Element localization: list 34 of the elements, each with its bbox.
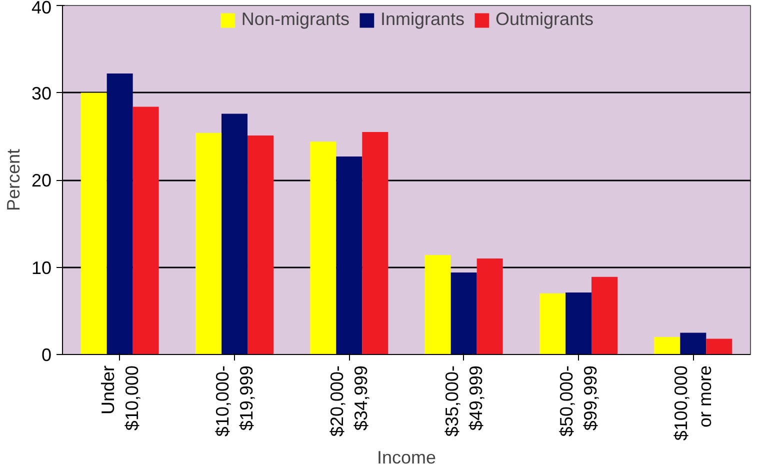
bar: [106, 74, 133, 354]
y-tick-label: 0: [41, 345, 52, 365]
y-tick-label: 30: [31, 83, 52, 104]
bar: [132, 106, 159, 354]
x-tick-label: $35,000- $49,999: [442, 365, 486, 437]
bar: [591, 276, 618, 354]
bar: [450, 272, 477, 354]
bar: [222, 114, 248, 354]
x-tick-label: $20,000- $34,999: [327, 365, 372, 437]
y-axis-title: Percent: [3, 148, 24, 212]
bar: [247, 136, 274, 354]
bar: [566, 292, 592, 354]
bar: [680, 332, 706, 354]
x-tick-label: $100,000 or more: [671, 366, 716, 441]
bar: [424, 255, 451, 354]
y-tick-label: 20: [31, 170, 52, 190]
x-tick-label: Under $10,000: [98, 365, 142, 431]
x-tick-label: $50,000- $99,999: [556, 365, 600, 437]
bar: [80, 92, 107, 354]
y-tick-label: 10: [31, 258, 52, 278]
y-tick-label: 40: [31, 0, 52, 18]
legend-label: Outmigrants: [496, 9, 594, 30]
bar: [336, 156, 362, 354]
bar: [540, 293, 566, 354]
bar: [654, 337, 680, 354]
legend-label: Non-migrants: [241, 9, 350, 30]
bar: [476, 258, 503, 354]
legend-label: Inmigrants: [380, 9, 465, 30]
bar: [706, 338, 732, 354]
bar: [310, 142, 336, 354]
x-tick-label: $10,000- $19,999: [212, 365, 256, 437]
bar: [196, 132, 222, 354]
x-axis-title: Income: [376, 448, 436, 468]
bar: [362, 132, 388, 354]
